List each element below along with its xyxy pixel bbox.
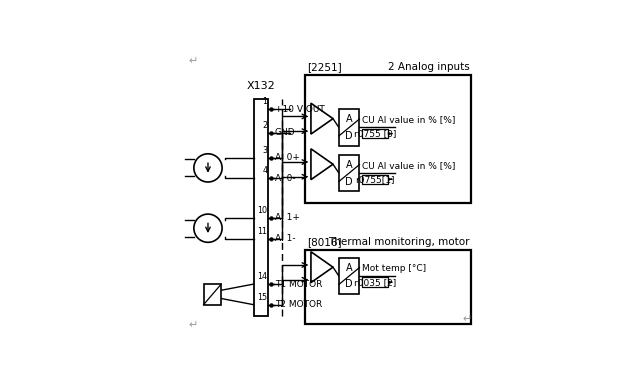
Text: r0035 [2]: r0035 [2] (354, 278, 396, 286)
Text: A: A (346, 160, 352, 170)
Text: [2251]: [2251] (307, 62, 341, 72)
Bar (204, 284, 222, 305)
Text: 2 Analog inputs: 2 Analog inputs (388, 62, 469, 72)
Text: T2 MOTOR: T2 MOTOR (275, 300, 322, 309)
Text: A: A (346, 262, 352, 272)
Text: r0755 [0]: r0755 [0] (354, 129, 396, 138)
Text: r0755[1]: r0755[1] (355, 175, 395, 184)
Text: 15: 15 (257, 293, 267, 302)
Text: 14: 14 (258, 272, 267, 281)
Text: ↵: ↵ (188, 320, 198, 330)
Bar (339, 257, 359, 295)
Bar (362, 277, 388, 287)
Text: Thermal monitoring, motor: Thermal monitoring, motor (328, 237, 469, 247)
Polygon shape (311, 149, 333, 180)
Bar (362, 129, 388, 138)
Bar (305, 75, 471, 203)
Text: 2: 2 (262, 121, 267, 129)
Bar (339, 155, 359, 191)
Text: 3: 3 (262, 146, 267, 155)
Text: D: D (345, 176, 353, 186)
Text: AI 1+: AI 1+ (275, 214, 299, 222)
Bar (362, 175, 388, 184)
Bar (339, 109, 359, 146)
Text: 11: 11 (258, 227, 267, 236)
Bar (305, 250, 471, 324)
Text: +10 V OUT: +10 V OUT (275, 105, 325, 113)
Text: A: A (346, 114, 352, 124)
Text: D: D (345, 131, 353, 141)
Text: GND: GND (275, 128, 296, 137)
Bar (254, 99, 269, 316)
Text: CU AI value in % [%]: CU AI value in % [%] (362, 161, 455, 170)
Text: X132: X132 (247, 81, 275, 91)
Text: 10: 10 (258, 206, 267, 215)
Text: 1: 1 (262, 97, 267, 106)
Text: AI 0+: AI 0+ (275, 153, 299, 162)
Text: ↵: ↵ (462, 314, 472, 324)
Text: [8016]: [8016] (307, 237, 341, 247)
Text: D: D (345, 280, 353, 290)
Text: AI 0-: AI 0- (275, 174, 296, 183)
Text: AI 1-: AI 1- (275, 234, 296, 243)
Text: ↵: ↵ (188, 56, 198, 66)
Text: Mot temp [°C]: Mot temp [°C] (362, 264, 426, 273)
Polygon shape (311, 252, 333, 283)
Text: 4: 4 (262, 166, 267, 175)
Text: CU AI value in % [%]: CU AI value in % [%] (362, 115, 455, 125)
Polygon shape (311, 103, 333, 134)
Text: T1 MOTOR: T1 MOTOR (275, 280, 322, 288)
